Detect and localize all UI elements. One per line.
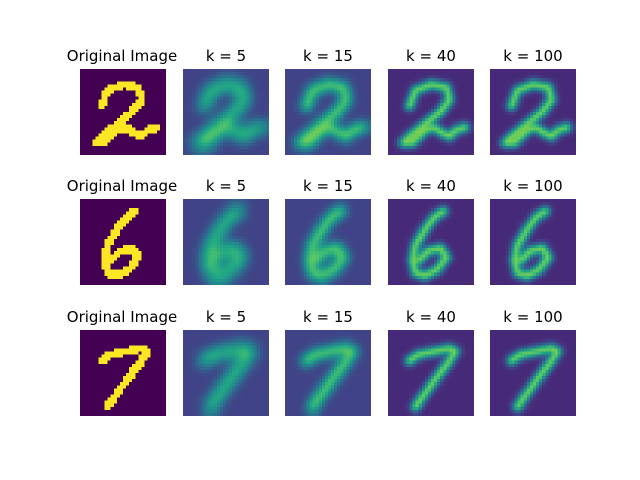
row2-k15-title: k = 15 [303,177,353,195]
row2-k100-title: k = 100 [503,177,563,195]
row3-k15-image [285,330,371,416]
row1-k100-image [490,69,576,155]
row1-k5-image [183,69,269,155]
row1-original-title: Original Image [66,47,178,65]
row3-k5-title: k = 5 [205,308,247,326]
row2-k5-image [183,199,269,285]
row1-original-image [80,69,166,155]
row2-k15-image [285,199,371,285]
row3-k40-title: k = 40 [406,308,456,326]
row2-k40-title: k = 40 [406,177,456,195]
row3-k15-title: k = 15 [303,308,353,326]
row3-k40-image [388,330,474,416]
row2-original-title: Original Image [66,177,178,195]
row1-k100-title: k = 100 [503,47,563,65]
row2-original-image [80,199,166,285]
row3-k5-image [183,330,269,416]
row1-k5-title: k = 5 [205,47,247,65]
row1-k40-title: k = 40 [406,47,456,65]
row1-k40-image [388,69,474,155]
row3-original-title: Original Image [66,308,178,326]
row3-k100-title: k = 100 [503,308,563,326]
row2-k40-image [388,199,474,285]
row1-k15-image [285,69,371,155]
row1-k15-title: k = 15 [303,47,353,65]
row3-original-image [80,330,166,416]
row2-k100-image [490,199,576,285]
row3-k100-image [490,330,576,416]
row2-k5-title: k = 5 [205,177,247,195]
